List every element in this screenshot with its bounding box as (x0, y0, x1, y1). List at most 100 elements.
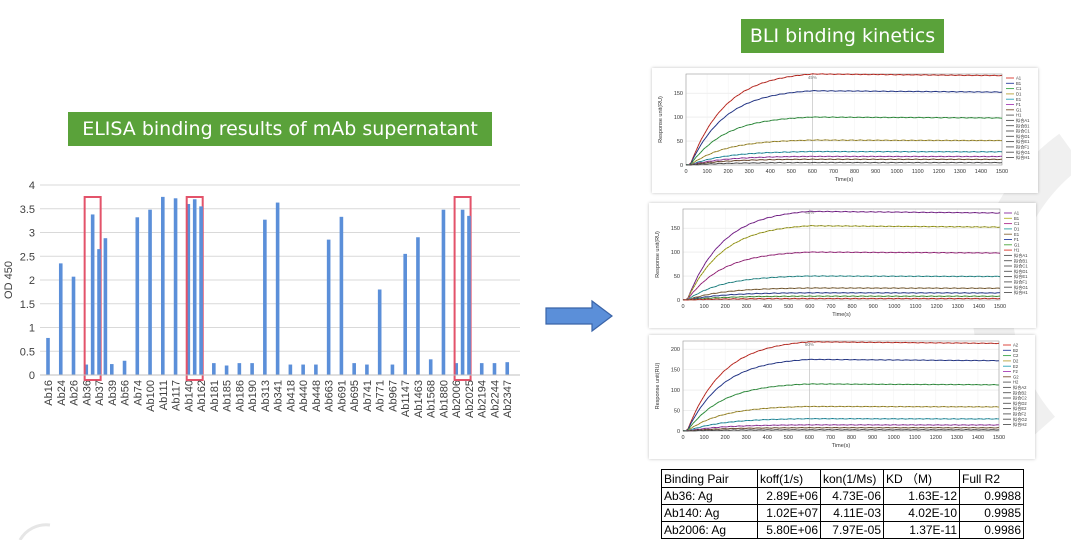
x-tick-label: Ab1880 (438, 380, 450, 418)
bli-x-tick-label: 600 (805, 304, 814, 310)
cell-kon: 4.11E-03 (820, 504, 884, 522)
elisa-bar (263, 219, 267, 375)
bli-legend-label: 拟合E2 (1013, 405, 1027, 412)
x-tick-label: Ab181 (209, 380, 221, 412)
y-tick-label: 2 (29, 275, 35, 287)
header-binding-pair: Binding Pair (661, 469, 758, 488)
x-tick-label: Ab56 (120, 380, 132, 406)
bli-y-axis-label: Response unit(RU) (658, 96, 664, 143)
x-tick-label: Ab771 (375, 380, 387, 412)
bli-y-tick-label: 100 (671, 388, 680, 394)
bli-legend-label: 拟合D2 (1013, 400, 1027, 407)
y-tick-label: 2.5 (20, 251, 35, 263)
bli-legend-label: G1 (1016, 107, 1022, 112)
x-tick-label: Ab186 (234, 380, 246, 412)
bli-marker-label: 45% (808, 75, 817, 80)
y-tick-label: 0 (29, 370, 35, 382)
bli-legend-label: C2 (1013, 353, 1019, 358)
bli-x-tick-label: 300 (745, 169, 754, 175)
x-tick-label: Ab26 (69, 380, 81, 406)
table-row: Ab140: Ag 1.02E+07 4.11E-03 4.02E-10 0.9… (661, 504, 1024, 522)
elisa-bar (505, 362, 510, 375)
table-row: Ab2006: Ag 5.80E+06 7.97E-05 1.37E-11 0.… (661, 521, 1024, 539)
bli-legend-label: 拟合H1 (1016, 154, 1030, 161)
bli-x-tick-label: 1500 (993, 435, 1005, 441)
bli-legend-label: 拟合F2 (1013, 411, 1027, 418)
cell-kd: 1.63E-12 (883, 487, 960, 505)
x-tick-label: Ab2194 (477, 380, 489, 418)
bli-legend-label: H1 (1014, 248, 1020, 253)
bli-x-tick-label: 0 (681, 435, 684, 441)
cell-r2: 0.9986 (959, 521, 1024, 539)
bli-legend-label: E1 (1016, 97, 1022, 102)
table-row: Ab36: Ag 2.89E+06 4.73E-06 1.63E-12 0.99… (661, 487, 1024, 505)
bli-sensorgram-3: 0 50 100 150 200 0 100 200 300 400 500 600 700 800 900… (649, 335, 1035, 459)
y-tick-label: 3 (29, 228, 35, 240)
bli-legend-label: B2 (1013, 348, 1019, 353)
bli-legend-label: 拟合F1 (1014, 279, 1028, 286)
bli-x-tick-label: 0 (681, 304, 684, 310)
bli-fit-curve (685, 151, 1003, 166)
bli-fit-curve (683, 210, 1001, 301)
elisa-bar (58, 263, 63, 375)
bli-legend-label: C1 (1016, 86, 1022, 91)
elisa-bar (492, 363, 497, 375)
bli-fit-curve (682, 359, 1000, 432)
bli-legend-label: F1 (1016, 102, 1022, 107)
bli-x-tick-label: 1200 (930, 304, 942, 310)
elisa-bar (90, 214, 95, 375)
table-header-row: Binding Pair koff(1/s) kon(1/Ms) KD （M) … (661, 469, 1024, 488)
bli-legend-label: H2 (1013, 380, 1019, 385)
bli-fit-curve (685, 90, 1003, 166)
bli-fit-curve (683, 424, 1000, 432)
bli-legend-label: 拟合C1 (1016, 128, 1030, 135)
bli-legend-label: 拟合H2 (1013, 421, 1027, 428)
x-tick-label: Ab313 (260, 380, 272, 412)
elisa-bar (250, 363, 254, 375)
bli-legend-label: G2 (1013, 374, 1019, 379)
elisa-bar (212, 363, 216, 375)
bli-legend-label: 拟合C1 (1014, 263, 1028, 270)
elisa-bar (428, 359, 433, 375)
elisa-bar (454, 363, 459, 375)
elisa-bar (46, 337, 50, 375)
bli-x-tick-label: 1100 (909, 435, 921, 441)
bli-legend-label: E2 (1013, 364, 1019, 369)
bli-legend-label: A1 (1016, 76, 1022, 81)
bli-x-tick-label: 1000 (888, 435, 900, 441)
bli-legend-label: G1 (1014, 242, 1020, 247)
cell-r2: 0.9985 (959, 504, 1024, 522)
elisa-bar (441, 209, 446, 375)
bli-fit-curve (683, 341, 1000, 432)
bli-x-axis-label: Time(s) (832, 312, 851, 318)
bli-x-tick-label: 1000 (891, 169, 903, 175)
x-tick-label: Ab24 (56, 380, 68, 406)
bli-x-tick-label: 0 (684, 169, 687, 175)
x-tick-label: Ab111 (158, 380, 170, 410)
bli-x-tick-label: 1200 (933, 169, 945, 175)
bli-x-tick-label: 1300 (954, 169, 966, 175)
right-arrow-icon (545, 299, 613, 333)
bli-x-tick-label: 300 (742, 304, 751, 310)
bli-y-axis-label: Response unit(RU) (655, 231, 661, 278)
y-tick-label: 3.5 (20, 204, 35, 216)
x-tick-label: Ab440 (298, 380, 310, 412)
bli-x-tick-label: 1200 (930, 435, 942, 441)
elisa-bar (237, 363, 242, 375)
header-kon: kon(1/Ms) (820, 469, 884, 488)
bli-x-tick-label: 800 (847, 435, 856, 441)
bli-fit-curve (682, 251, 1001, 301)
header-koff: koff(1/s) (757, 469, 821, 488)
bli-y-tick-label: 50 (674, 274, 680, 280)
elisa-bar (479, 363, 484, 375)
bli-legend-label: 拟合G1 (1014, 284, 1029, 291)
bli-legend-label: C1 (1014, 221, 1020, 226)
bli-legend-label: 拟合G2 (1013, 416, 1028, 423)
elisa-bar (161, 196, 165, 375)
header-kd: KD （M) (883, 469, 960, 488)
header-full-r2: Full R2 (959, 469, 1024, 488)
bli-y-tick-label: 100 (671, 250, 680, 256)
